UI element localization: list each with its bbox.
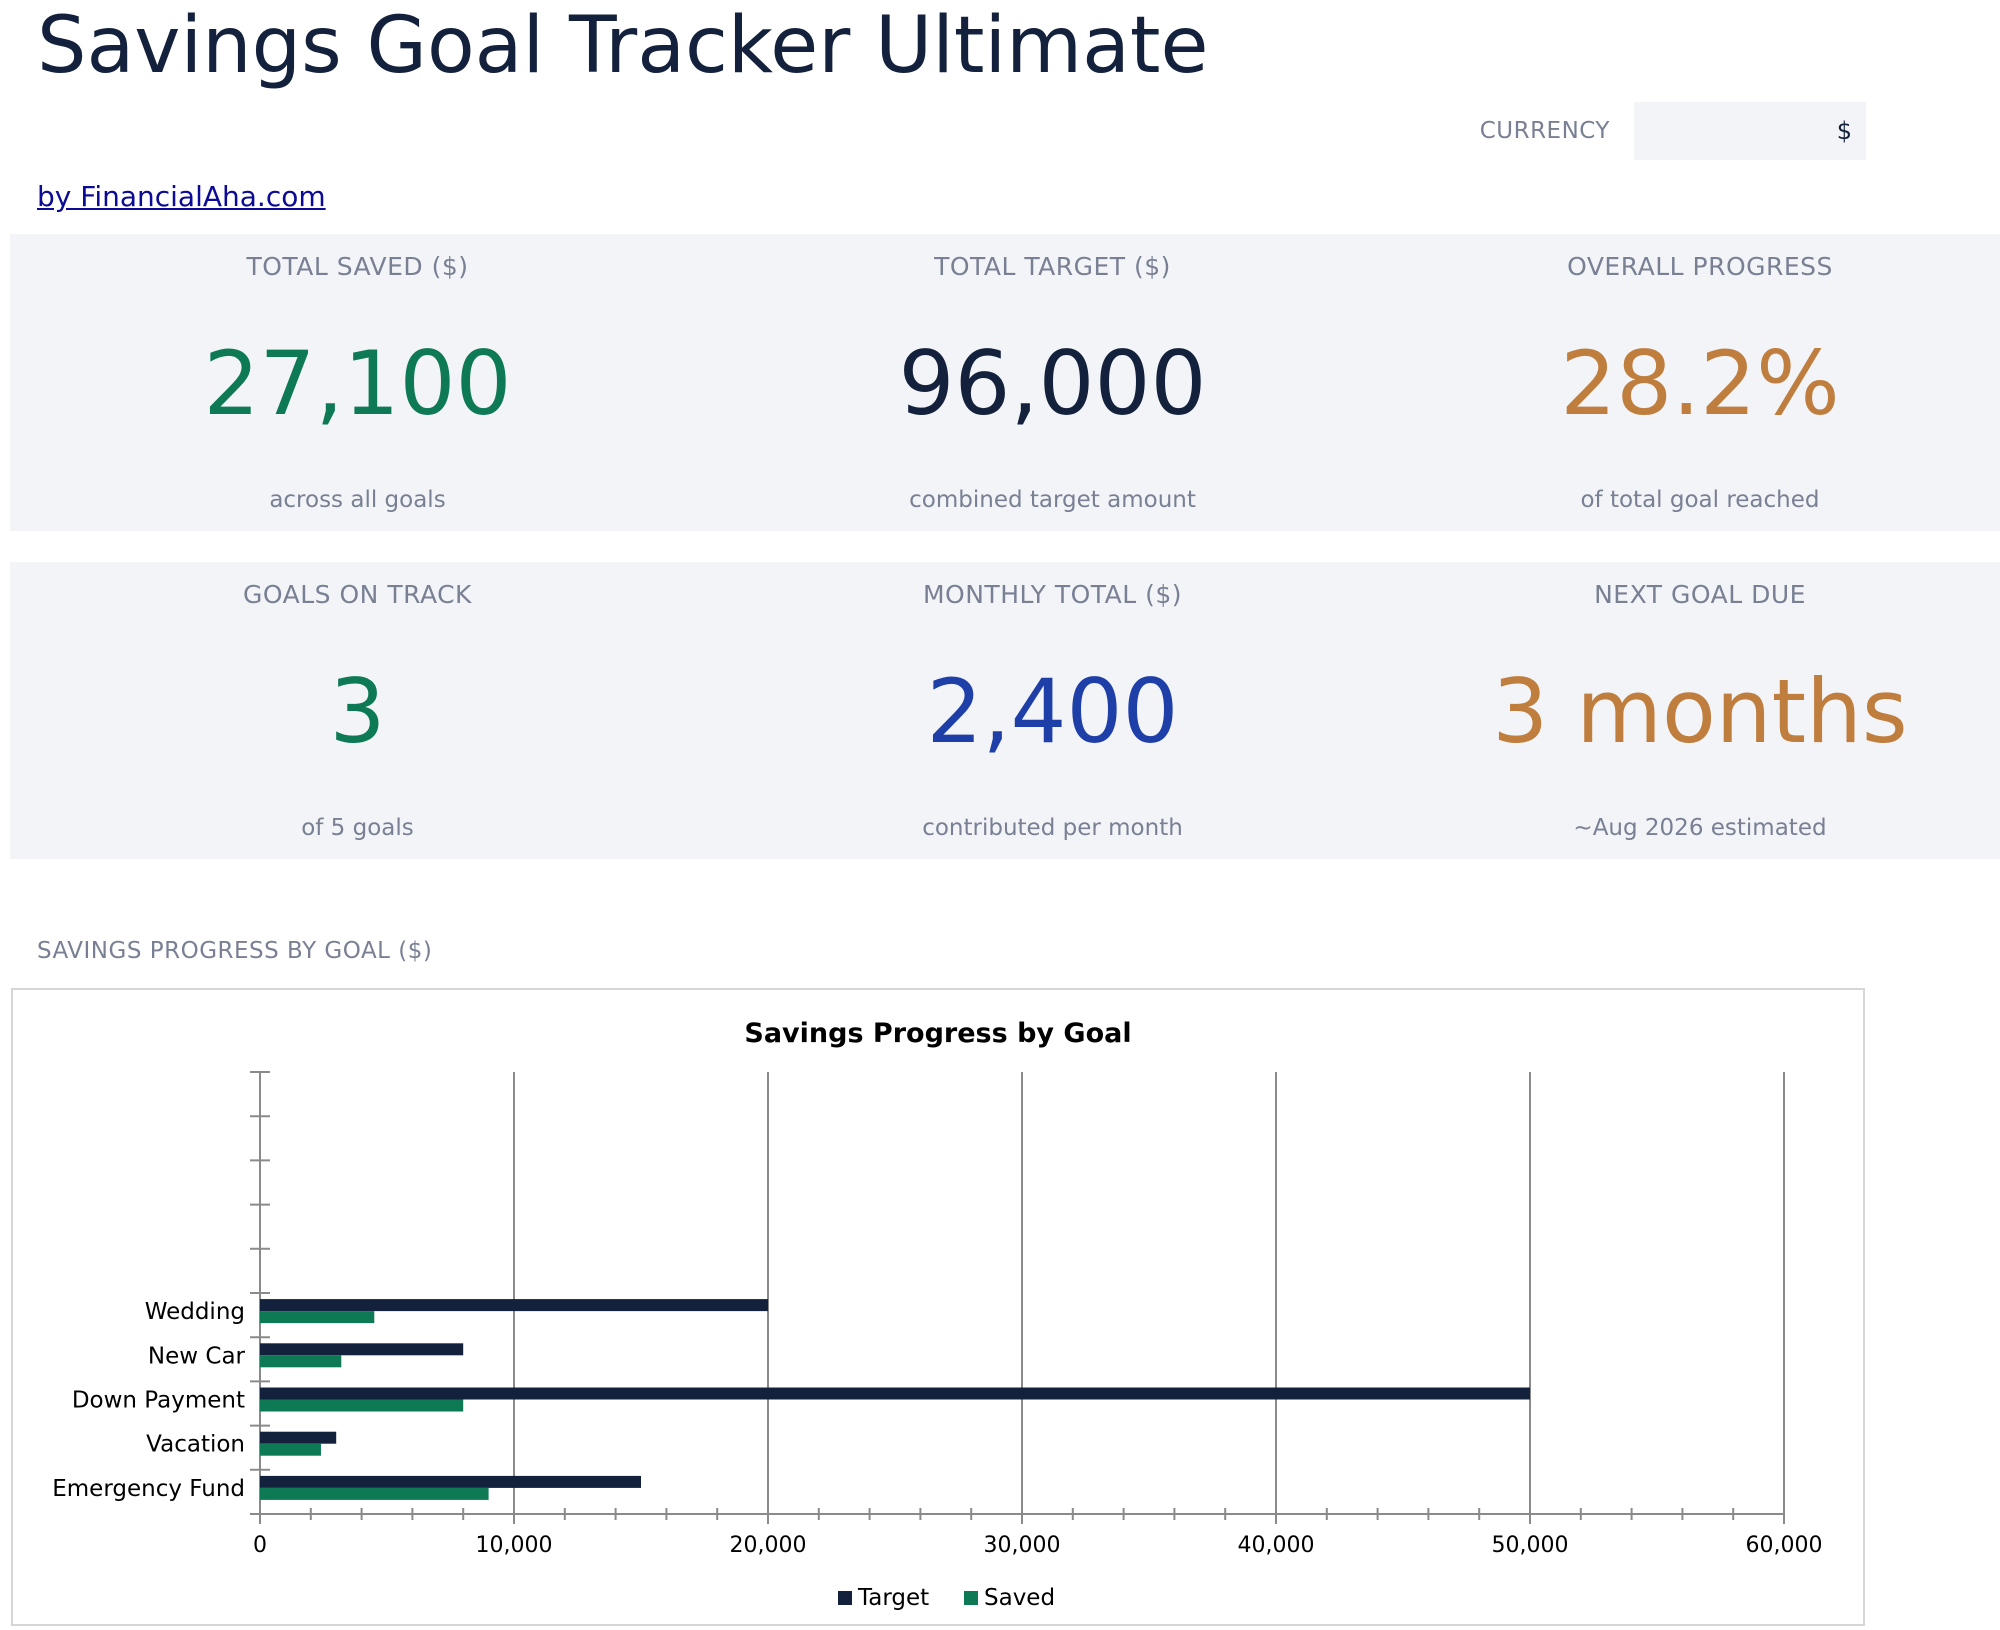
legend-label: Target xyxy=(857,1585,929,1611)
kpi-subtext: combined target amount xyxy=(909,487,1196,513)
bar-target xyxy=(260,1343,464,1356)
kpi-label: NEXT GOAL DUE xyxy=(1594,580,1806,609)
page-title: Savings Goal Tracker Ultimate xyxy=(37,1,1209,91)
kpi-row-top: TOTAL SAVED ($) 27,100 across all goals … xyxy=(10,234,2000,531)
x-tick-label: 10,000 xyxy=(476,1533,553,1558)
kpi-value: 3 xyxy=(329,660,386,763)
byline-link[interactable]: by FinancialAha.com xyxy=(37,180,326,213)
kpi-value: 96,000 xyxy=(898,332,1207,435)
bar-target xyxy=(260,1431,337,1444)
kpi-value: 27,100 xyxy=(203,332,512,435)
x-tick-label: 30,000 xyxy=(984,1533,1061,1558)
bar-saved xyxy=(260,1487,489,1500)
category-label: New Car xyxy=(148,1343,246,1369)
savings-progress-chart: Savings Progress by Goal 0 10,000 20,000 30,… xyxy=(52,1018,1823,1611)
kpi-label: GOALS ON TRACK xyxy=(243,580,472,609)
x-tick-label: 50,000 xyxy=(1492,1533,1569,1558)
kpi-card-overall-progress: OVERALL PROGRESS 28.2% of total goal rea… xyxy=(1400,234,2000,531)
bar-saved xyxy=(260,1355,342,1368)
currency-field[interactable]: $ xyxy=(1634,102,1866,160)
bar-saved xyxy=(260,1443,321,1456)
chart-container: Savings Progress by Goal 0 10,000 20,000 30,… xyxy=(11,988,1865,1626)
bar-target xyxy=(260,1475,641,1488)
kpi-subtext: of 5 goals xyxy=(301,815,414,841)
x-tick-label: 60,000 xyxy=(1746,1533,1823,1558)
kpi-subtext: of total goal reached xyxy=(1580,487,1820,513)
legend-swatch xyxy=(964,1591,978,1605)
bar-saved xyxy=(260,1399,464,1412)
kpi-subtext: ~Aug 2026 estimated xyxy=(1573,815,1827,841)
currency-value: $ xyxy=(1836,117,1852,145)
kpi-value: 3 months xyxy=(1492,660,1908,763)
category-label: Down Payment xyxy=(72,1388,245,1414)
kpi-value: 28.2% xyxy=(1560,332,1840,435)
kpi-subtext: across all goals xyxy=(269,487,446,513)
kpi-card-monthly-total: MONTHLY TOTAL ($) 2,400 contributed per … xyxy=(705,562,1400,859)
legend-swatch xyxy=(838,1591,852,1605)
kpi-label: TOTAL TARGET ($) xyxy=(934,252,1171,281)
kpi-row-bottom: GOALS ON TRACK 3 of 5 goals MONTHLY TOTA… xyxy=(10,562,2000,859)
x-tick-label: 0 xyxy=(253,1533,267,1558)
currency-label: CURRENCY xyxy=(1479,118,1610,144)
kpi-label: OVERALL PROGRESS xyxy=(1567,252,1833,281)
legend-label: Saved xyxy=(984,1585,1055,1611)
x-tick-label: 40,000 xyxy=(1238,1533,1315,1558)
chart-section-label: SAVINGS PROGRESS BY GOAL ($) xyxy=(37,938,433,964)
kpi-card-next-goal-due: NEXT GOAL DUE 3 months ~Aug 2026 estimat… xyxy=(1400,562,2000,859)
category-label: Emergency Fund xyxy=(52,1476,245,1502)
category-label: Wedding xyxy=(145,1299,245,1325)
category-label: Vacation xyxy=(146,1432,245,1458)
chart-title: Savings Progress by Goal xyxy=(744,1018,1131,1049)
kpi-label: TOTAL SAVED ($) xyxy=(246,252,469,281)
bar-saved xyxy=(260,1311,375,1324)
kpi-label: MONTHLY TOTAL ($) xyxy=(922,580,1182,609)
bar-target xyxy=(260,1387,1530,1400)
x-tick-label: 20,000 xyxy=(730,1533,807,1558)
bar-target xyxy=(260,1299,768,1312)
kpi-card-goals-on-track: GOALS ON TRACK 3 of 5 goals xyxy=(10,562,705,859)
kpi-subtext: contributed per month xyxy=(922,815,1183,841)
kpi-card-total-target: TOTAL TARGET ($) 96,000 combined target … xyxy=(705,234,1400,531)
kpi-card-total-saved: TOTAL SAVED ($) 27,100 across all goals xyxy=(10,234,705,531)
kpi-value: 2,400 xyxy=(926,660,1179,763)
